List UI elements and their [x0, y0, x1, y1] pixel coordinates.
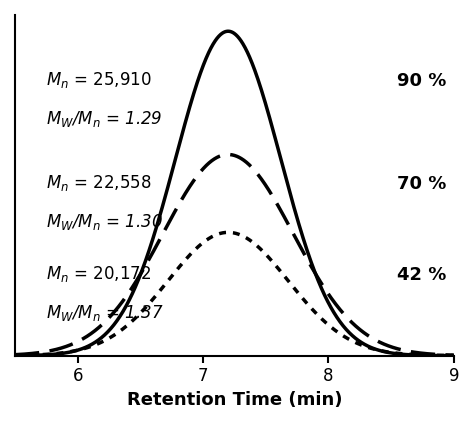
Text: $M_W$/$M_n$ = 1.29: $M_W$/$M_n$ = 1.29	[46, 109, 163, 128]
Text: $M_n$ = 22,558: $M_n$ = 22,558	[46, 173, 152, 193]
Text: $M_W$/$M_n$ = 1.30: $M_W$/$M_n$ = 1.30	[46, 212, 163, 232]
Text: $M_n$ = 25,910: $M_n$ = 25,910	[46, 70, 152, 89]
Text: $M_W$/$M_n$ = 1.37: $M_W$/$M_n$ = 1.37	[46, 303, 164, 323]
Text: 90 %: 90 %	[397, 72, 447, 89]
Text: $M_n$ = 20,172: $M_n$ = 20,172	[46, 264, 152, 284]
Text: 42 %: 42 %	[397, 266, 447, 284]
Text: 70 %: 70 %	[397, 176, 447, 193]
X-axis label: Retention Time (min): Retention Time (min)	[127, 391, 342, 409]
